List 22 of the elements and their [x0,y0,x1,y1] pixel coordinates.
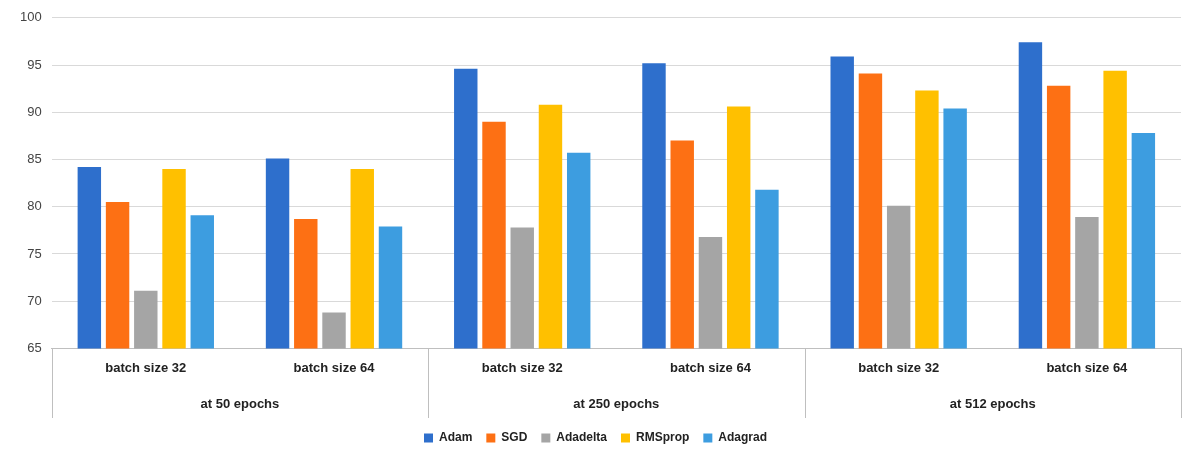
legend-label: SGD [501,430,528,445]
x-tick-label: batch size 64 [293,359,376,375]
y-tick-label: 85 [27,151,42,167]
y-tick-label: 95 [27,56,42,72]
x-tick-label: batch size 64 [1046,359,1129,375]
y-tick-label: 65 [27,339,42,355]
x-tick-label: batch size 32 [105,359,187,375]
text: at 512 epochs [949,395,1036,411]
y-tick-label: 90 [27,103,42,119]
x-tick-label: batch size 32 [858,359,940,375]
legend-label: Adam [438,430,473,445]
y-tick-label: 80 [27,198,42,214]
legend-label: Adagrad [718,430,768,445]
legend-label: Adadelta [556,430,608,445]
legend-label: RMSprop [636,430,690,445]
y-tick-label: 75 [27,245,42,261]
y-tick-label: 100 [19,9,42,25]
text: at 250 epochs [573,395,660,411]
y-tick-label: 70 [27,292,42,308]
x-tick-label: batch size 64 [669,359,752,375]
text: at 50 epochs [200,395,280,411]
x-tick-label: batch size 32 [481,359,563,375]
